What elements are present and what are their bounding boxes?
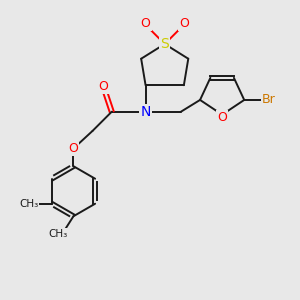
Text: O: O [179, 17, 189, 30]
Text: CH₃: CH₃ [48, 229, 68, 239]
Text: O: O [141, 17, 151, 30]
Text: O: O [98, 80, 108, 93]
Text: S: S [160, 37, 169, 51]
Text: CH₃: CH₃ [19, 199, 38, 209]
Text: Br: Br [262, 93, 275, 106]
Text: N: N [140, 105, 151, 119]
Text: O: O [68, 142, 78, 155]
Text: O: O [217, 110, 227, 124]
